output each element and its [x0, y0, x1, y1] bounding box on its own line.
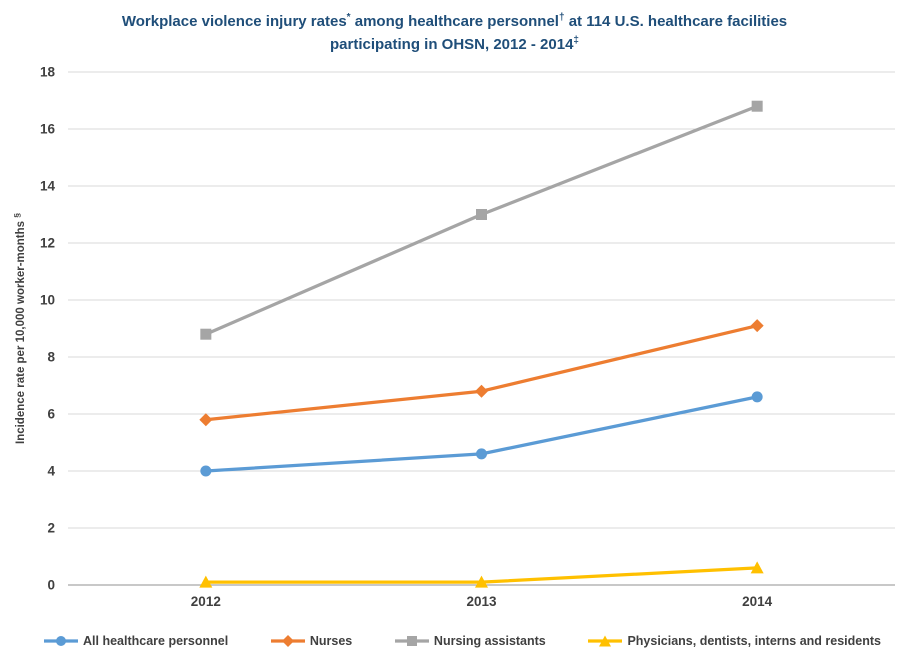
legend-label: Nursing assistants — [433, 634, 546, 648]
chart-legend: All healthcare personnel Nurses Nursing as… — [44, 634, 881, 648]
legend-key-square-icon — [394, 636, 429, 646]
series-0-marker — [200, 465, 212, 477]
series-1-marker — [475, 384, 488, 398]
title-superscript: † — [558, 12, 565, 23]
title-text-segment: Workplace violence injury rates — [121, 13, 347, 30]
x-tick-label: 2014 — [742, 594, 773, 609]
legend-item-3: Physicians, dentists, interns and reside… — [588, 634, 881, 648]
x-tick-label: 2012 — [191, 594, 221, 609]
y-tick-label: 2 — [47, 521, 55, 536]
y-axis-title: Incidence rate per 10,000 worker-months … — [12, 213, 27, 444]
title-text-segment: among healthcare personnel — [350, 13, 559, 30]
legend-label: Nurses — [309, 634, 353, 648]
legend-label: All healthcare personnel — [83, 634, 229, 648]
series-2-marker — [476, 209, 487, 220]
title-text-segment: at 114 U.S. healthcare facilities partic… — [330, 13, 788, 54]
y-tick-label: 12 — [40, 236, 55, 251]
series-2-marker — [751, 100, 763, 112]
title-superscript: * — [346, 12, 351, 23]
legend-item-1: Nurses — [270, 634, 353, 648]
chart-title: Workplace violence injury rates* among h… — [0, 10, 909, 57]
series-1-marker — [750, 319, 764, 333]
y-tick-label: 14 — [40, 179, 56, 194]
series-2-marker — [200, 328, 212, 340]
y-tick-label: 18 — [40, 65, 56, 80]
series-line-0 — [205, 395, 758, 473]
series-3-marker — [199, 575, 213, 588]
y-tick-label: 10 — [40, 293, 55, 308]
series-1-marker — [199, 413, 213, 427]
series-3-marker — [475, 575, 488, 588]
series-0-marker — [476, 448, 487, 460]
series-3-marker — [750, 561, 764, 574]
series-line-1 — [205, 324, 758, 422]
legend-label: Physicians, dentists, interns and reside… — [627, 634, 881, 648]
legend-key-circle-icon — [44, 636, 78, 646]
y-tick-label: 16 — [40, 122, 56, 137]
legend-item-0: All healthcare personnel — [44, 634, 228, 648]
y-tick-label: 6 — [47, 407, 55, 422]
x-tick-label: 2013 — [466, 594, 497, 609]
y-tick-label: 4 — [47, 464, 55, 479]
chart-title-text: Workplace violence injury rates* among h… — [105, 10, 805, 57]
legend-key-diamond-icon — [270, 635, 305, 647]
title-superscript: ‡ — [573, 35, 579, 47]
series-0-marker — [751, 391, 763, 403]
legend-key-triangle-icon — [588, 635, 623, 647]
y-tick-label: 8 — [47, 350, 55, 365]
y-tick-label: 0 — [47, 578, 55, 593]
legend-item-2: Nursing assistants — [394, 634, 546, 648]
